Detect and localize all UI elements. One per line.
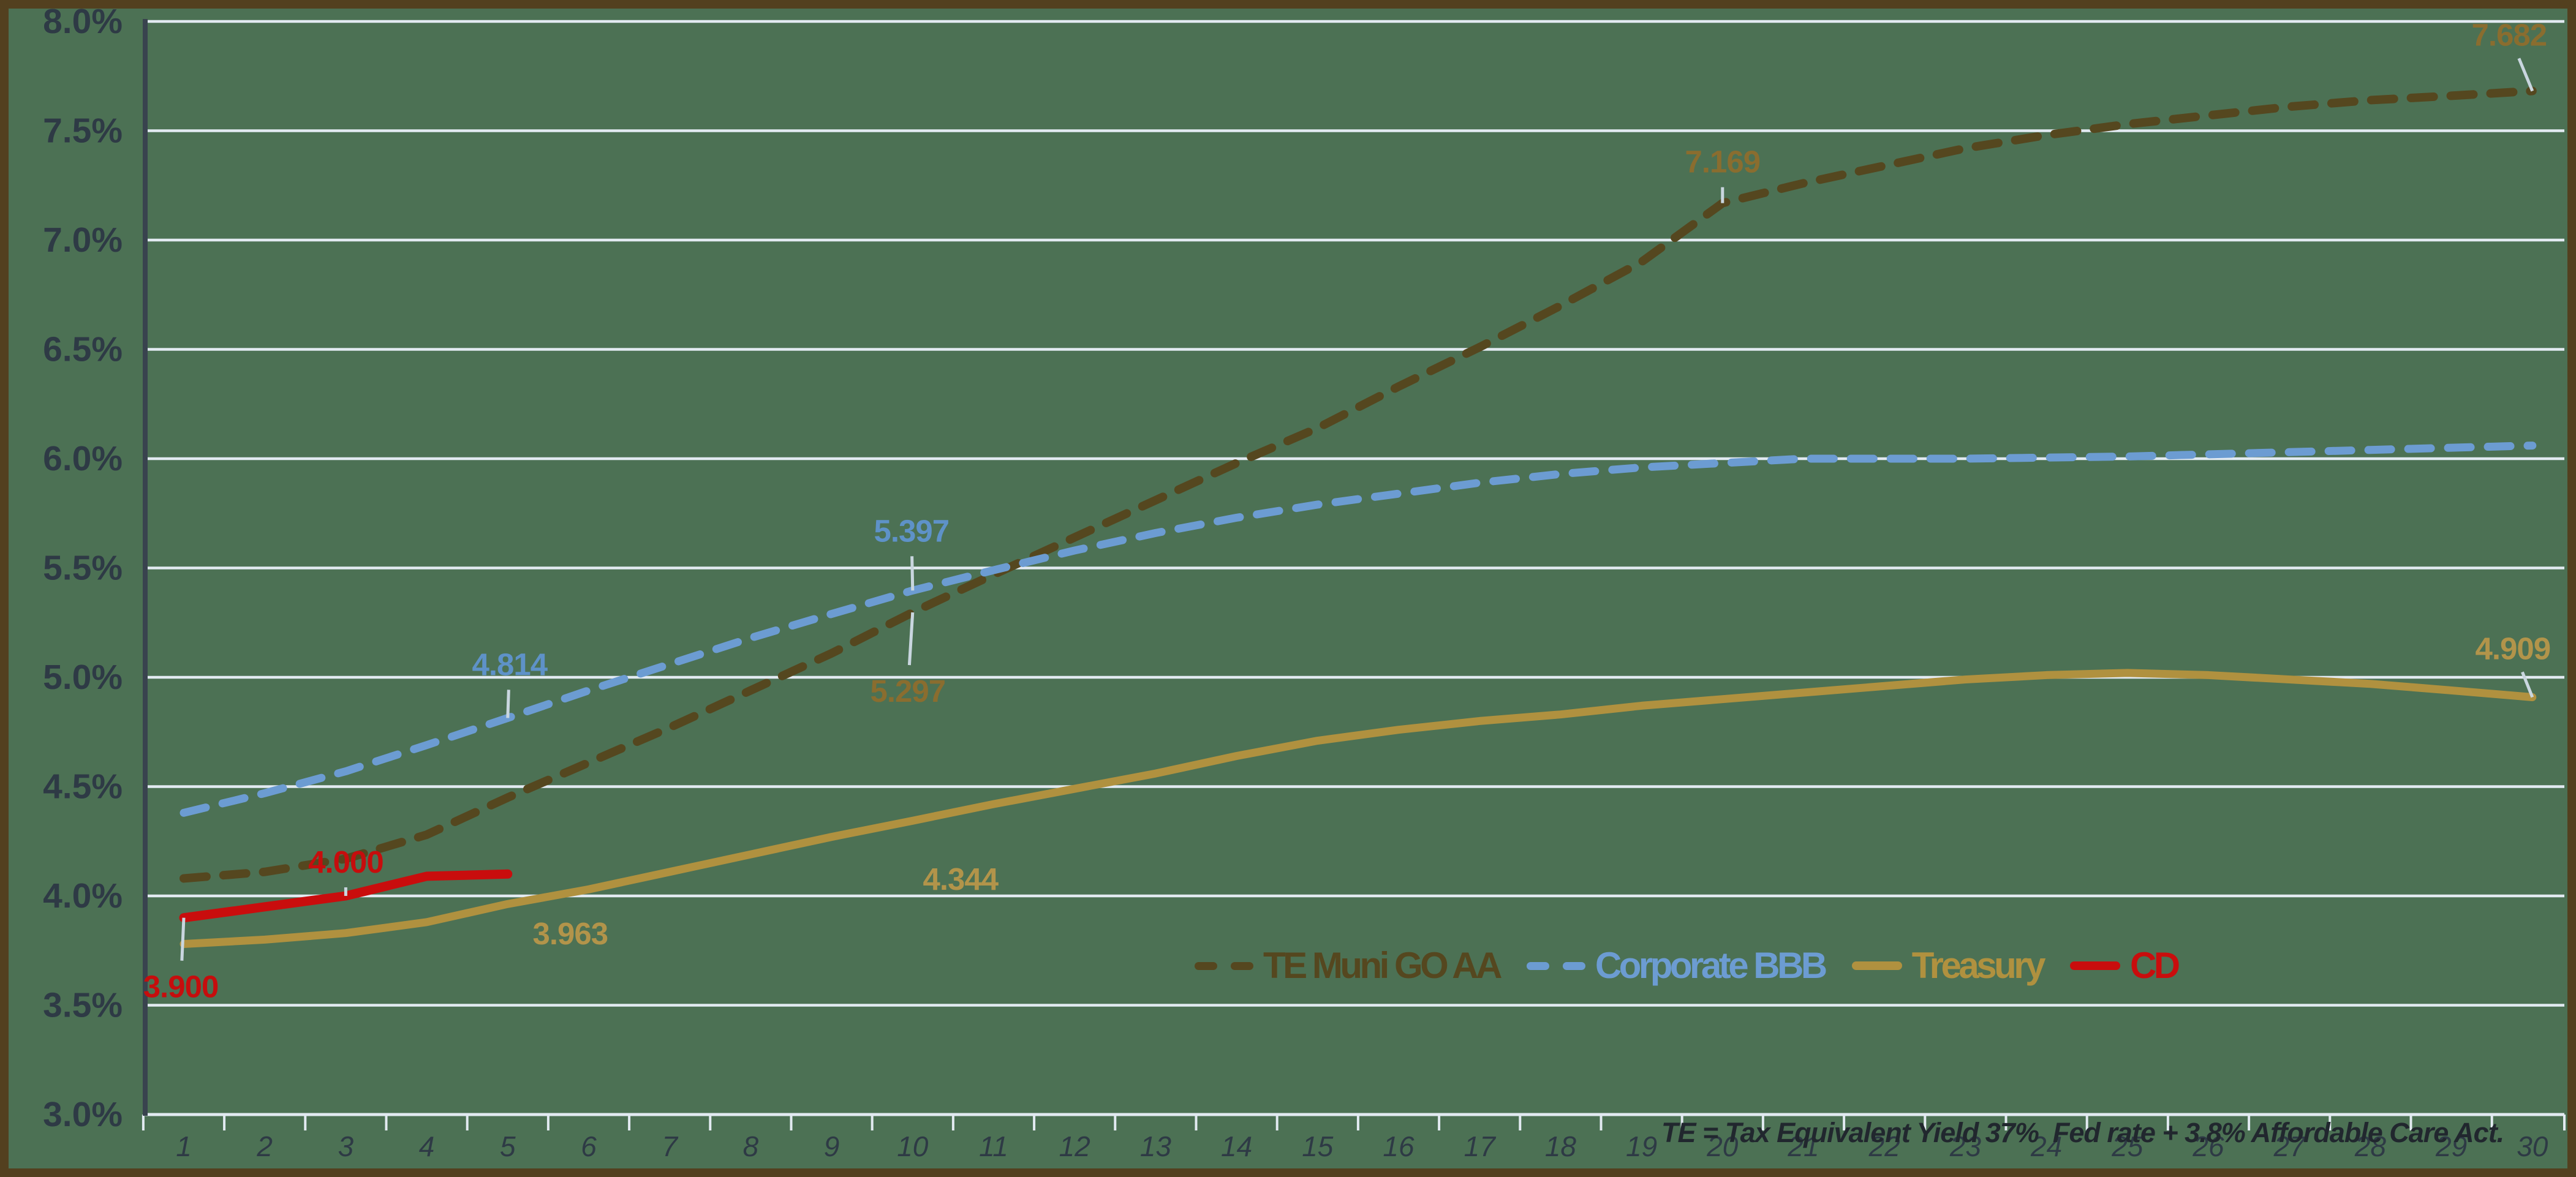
legend-item-cd: CD <box>2069 945 2180 986</box>
x-tick-labels: 1 2 3 4 5 6 7 8 9 10 11 12 13 14 15 16 17 18 19 20 21 22 23 24 2… <box>176 1130 2548 1162</box>
x-tick-label: 14 <box>1221 1130 1252 1162</box>
x-tick-label: 11 <box>979 1130 1008 1162</box>
x-tick-label: 9 <box>824 1130 840 1162</box>
label-leader-line <box>2517 58 2534 92</box>
x-tick-label: 26 <box>2192 1130 2224 1162</box>
legend-item-te-muni-go-aa: TE Muni GO AA <box>1195 945 1502 986</box>
data-label-7.169: 7.169 <box>1685 145 1760 179</box>
footnote: TE = Tax Equivalent Yield 37% Fed rate +… <box>1661 1035 2504 1168</box>
x-tick-label: 28 <box>2354 1130 2387 1162</box>
x-tick-label: 29 <box>2435 1130 2467 1162</box>
x-tick-label: 20 <box>1706 1130 1739 1162</box>
x-tick-label: 6 <box>581 1130 597 1162</box>
y-tick-label: 4.5% <box>43 767 123 807</box>
y-tick-label: 6.5% <box>43 330 123 369</box>
data-label-4.344: 4.344 <box>923 862 999 897</box>
x-tick-label: 24 <box>2030 1130 2062 1162</box>
y-tick-label: 3.0% <box>43 1095 123 1134</box>
point-label-leaders <box>180 58 2534 961</box>
y-tick-label: 8.0% <box>43 2 123 41</box>
x-tick-label: 5 <box>500 1130 516 1162</box>
data-label-3.900: 3.900 <box>143 969 219 1004</box>
y-tick-label: 7.5% <box>43 111 123 151</box>
x-tick-label: 21 <box>1787 1130 1819 1162</box>
x-tick-label: 27 <box>2273 1130 2306 1162</box>
x-tick-label: 30 <box>2517 1130 2548 1162</box>
label-leader-line <box>907 612 915 666</box>
x-tick-label: 23 <box>1949 1130 1982 1162</box>
data-label-4.814: 4.814 <box>472 647 548 682</box>
y-tick-label: 4.0% <box>43 876 123 916</box>
label-leader-line <box>180 917 186 961</box>
label-leader-line <box>2521 671 2534 698</box>
series-te-muni-go-aa <box>179 86 2537 883</box>
legend-item-treasury: Treasury <box>1851 945 2046 986</box>
y-tick-label: 5.0% <box>43 658 123 697</box>
y-tick-label: 6.0% <box>43 439 123 478</box>
legend: TE Muni GO AA Corporate BBB Treasury CD <box>1195 944 2180 987</box>
data-label-4.000: 4.000 <box>308 844 383 879</box>
x-tick-label: 16 <box>1383 1130 1415 1162</box>
x-tick-label: 2 <box>256 1130 273 1162</box>
treasury-line-marker <box>1851 961 1902 970</box>
y-tick-label: 3.5% <box>43 986 123 1025</box>
series-corporate-bbb <box>179 442 2537 817</box>
x-axis <box>142 1113 2566 1130</box>
point-labels: 5.297 7.169 7.682 4.814 5.397 3.963 4.344 4.909… <box>143 18 2551 1004</box>
data-label-4.909: 4.909 <box>2475 631 2550 666</box>
legend-item-corporate-bbb: Corporate BBB <box>1526 945 1827 986</box>
x-tick-label: 8 <box>743 1130 759 1162</box>
x-tick-label: 1 <box>176 1130 192 1162</box>
gridlines <box>145 20 2564 1007</box>
x-tick-label: 25 <box>2111 1130 2144 1162</box>
data-label-7.682: 7.682 <box>2471 18 2547 53</box>
x-tick-label: 4 <box>419 1130 435 1162</box>
x-tick-label: 22 <box>1868 1130 1900 1162</box>
y-tick-label: 5.5% <box>43 549 123 588</box>
series-treasury <box>179 669 2537 949</box>
data-label-5.297: 5.297 <box>870 674 945 709</box>
data-label-3.963: 3.963 <box>532 916 608 951</box>
x-tick-label: 12 <box>1059 1130 1090 1162</box>
x-tick-label: 3 <box>338 1130 354 1162</box>
y-tick-label: 7.0% <box>43 220 123 260</box>
data-label-5.397: 5.397 <box>874 513 949 548</box>
x-tick-label: 17 <box>1464 1130 1497 1162</box>
footnote-line-1: TE = Tax Equivalent Yield 37% Fed rate +… <box>1661 1116 2504 1148</box>
y-tick-labels: 8.0% 7.5% 7.0% 6.5% 6.0% 5.5% 5.0% 4.5% 4.0% 3.5%… <box>43 2 123 1134</box>
label-leader-line <box>506 690 510 718</box>
x-tick-label: 18 <box>1545 1130 1577 1162</box>
legend-label-corporate: Corporate BBB <box>1595 945 1827 986</box>
x-tick-label: 10 <box>897 1130 929 1162</box>
legend-label-treasury: Treasury <box>1911 945 2046 986</box>
x-tick-label: 13 <box>1140 1130 1172 1162</box>
x-tick-label: 19 <box>1626 1130 1657 1162</box>
x-tick-label: 7 <box>662 1130 678 1162</box>
corporate-dash-marker <box>1526 961 1585 970</box>
label-leader-line <box>910 556 915 591</box>
cd-line-marker <box>2069 961 2120 970</box>
te-muni-dash-marker <box>1195 961 1253 970</box>
x-tick-label: 15 <box>1302 1130 1334 1162</box>
legend-label-cd: CD <box>2129 945 2180 986</box>
legend-label-te-muni: TE Muni GO AA <box>1263 945 1502 986</box>
